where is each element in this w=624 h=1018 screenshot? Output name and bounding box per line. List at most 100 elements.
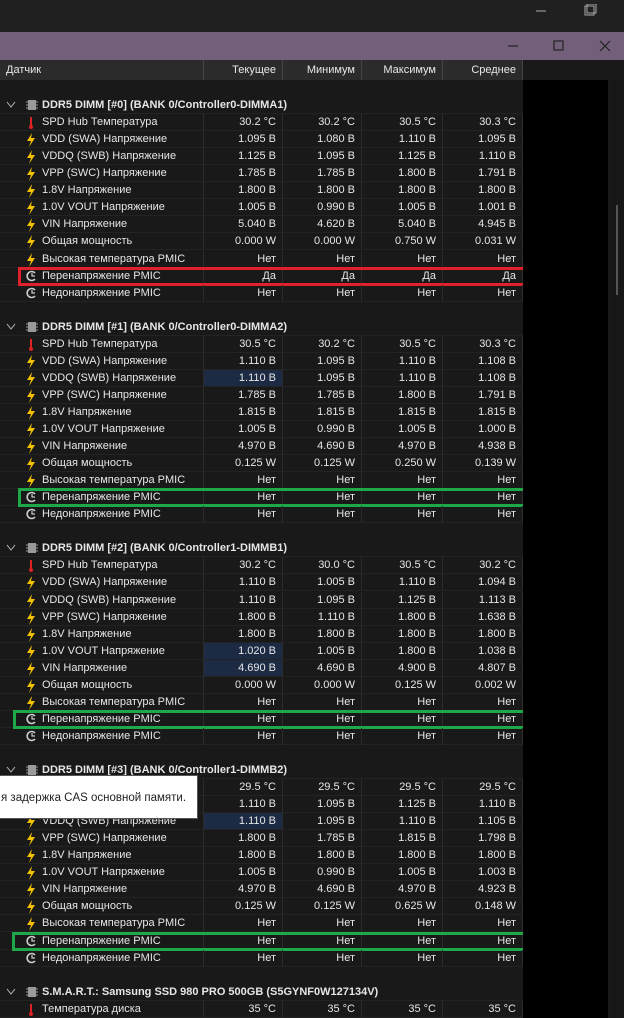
sensor-row[interactable] xyxy=(0,233,204,251)
column-header[interactable]: Среднее xyxy=(443,60,523,80)
sensor-value: 29.5 °C xyxy=(283,779,362,797)
sensor-row[interactable] xyxy=(0,284,204,302)
column-header[interactable]: Текущее xyxy=(204,60,283,80)
sensor-value: Нет xyxy=(443,506,523,524)
sensor-value: Нет xyxy=(362,727,443,745)
sensor-label: VPP (SWC) Напряжение xyxy=(42,167,167,180)
sensor-row[interactable] xyxy=(0,881,204,899)
sensor-row[interactable] xyxy=(0,1000,204,1018)
sensor-value: 1.125 В xyxy=(362,148,443,166)
sensor-value: Нет xyxy=(283,727,362,745)
sensor-value: Нет xyxy=(443,949,523,967)
sensor-row[interactable] xyxy=(0,608,204,626)
sensor-label: Температура диска xyxy=(42,1002,141,1015)
sensor-value: 1.110 В xyxy=(362,574,443,592)
sensor-row[interactable] xyxy=(0,813,204,831)
window-controls[interactable] xyxy=(500,39,620,53)
sensor-row[interactable] xyxy=(0,455,204,473)
sensor-row[interactable] xyxy=(0,625,204,643)
sensor-row[interactable] xyxy=(0,369,204,387)
sensor-row[interactable] xyxy=(0,727,204,745)
sensor-row[interactable] xyxy=(0,557,204,575)
sensor-value: 4.690 В xyxy=(283,881,362,899)
sensor-row[interactable] xyxy=(0,335,204,353)
sensor-value: Нет xyxy=(443,693,523,711)
sensor-row[interactable] xyxy=(0,591,204,609)
empty-area xyxy=(523,80,608,1018)
sensor-value: 1.080 В xyxy=(283,131,362,149)
sensor-value: 1.800 В xyxy=(362,386,443,404)
sensor-value: 35 °C xyxy=(443,1000,523,1018)
sensor-row[interactable] xyxy=(0,182,204,200)
sensor-value: 1.110 В xyxy=(204,813,283,831)
sensor-value: 0.000 W xyxy=(283,676,362,694)
sensor-row[interactable] xyxy=(0,864,204,882)
highlight-box xyxy=(18,488,553,508)
sensor-label: VIN Напряжение xyxy=(42,883,128,896)
sensor-row[interactable] xyxy=(0,386,204,404)
sensor-row[interactable] xyxy=(0,216,204,234)
group-row[interactable] xyxy=(0,97,523,115)
sensor-row[interactable] xyxy=(0,659,204,677)
sensor-row[interactable] xyxy=(0,114,204,132)
sensor-value: Нет xyxy=(443,250,523,268)
sensor-value: 1.800 В xyxy=(443,182,523,200)
sensor-row[interactable] xyxy=(0,199,204,217)
outer-controls[interactable] xyxy=(533,4,613,18)
sensor-value: 1.815 В xyxy=(362,830,443,848)
highlight-box xyxy=(18,266,551,286)
sensor-value: 1.005 В xyxy=(204,864,283,882)
group-row[interactable] xyxy=(0,319,523,336)
sensor-value: Нет xyxy=(362,949,443,967)
sensor-value: Нет xyxy=(283,472,362,490)
sensor-label: Общая мощность xyxy=(42,457,133,470)
sensor-label: VIN Напряжение xyxy=(42,218,128,231)
sensor-value: 0.000 W xyxy=(204,676,283,694)
sensor-value: Нет xyxy=(283,506,362,524)
sensor-value: 0.125 W xyxy=(204,455,283,473)
sensor-row[interactable] xyxy=(0,898,204,916)
sensor-value: Нет xyxy=(362,915,443,933)
sensor-row[interactable] xyxy=(0,574,204,592)
titlebar xyxy=(0,32,624,60)
sensor-label: VDD (SWA) Напряжение xyxy=(42,133,168,146)
sensor-row[interactable] xyxy=(0,403,204,421)
sensor-value: 1.095 В xyxy=(283,591,362,609)
sensor-value: 1.105 В xyxy=(443,813,523,831)
sensor-row[interactable] xyxy=(0,676,204,694)
sensor-row[interactable] xyxy=(0,506,204,524)
sensor-row[interactable] xyxy=(0,830,204,848)
sensor-row[interactable] xyxy=(0,421,204,438)
scrollbar[interactable] xyxy=(612,80,624,1018)
sensor-value: 1.800 В xyxy=(204,608,283,626)
sensor-row[interactable] xyxy=(0,131,204,149)
sensor-label: Общая мощность xyxy=(42,678,133,691)
sensor-value: 0.002 W xyxy=(443,676,523,694)
sensor-row[interactable] xyxy=(0,148,204,166)
sensor-value: 0.000 W xyxy=(204,233,283,251)
sensor-value: 1.800 В xyxy=(362,625,443,643)
sensor-value: 4.807 В xyxy=(443,659,523,677)
sensor-label: Общая мощность xyxy=(42,900,133,913)
group-row[interactable] xyxy=(0,540,523,558)
group-row[interactable] xyxy=(0,762,523,779)
scroll-thumb[interactable] xyxy=(616,205,618,295)
sensor-row[interactable] xyxy=(0,642,204,660)
sensor-row[interactable] xyxy=(0,352,204,370)
sensor-value: 1.005 В xyxy=(283,574,362,592)
group-row[interactable] xyxy=(0,984,523,1001)
sensor-label: Общая мощность xyxy=(42,235,133,248)
sensor-value: 4.970 В xyxy=(362,438,443,456)
sensor-row[interactable] xyxy=(0,438,204,456)
sensor-value: Нет xyxy=(443,727,523,745)
column-header[interactable]: Максимум xyxy=(362,60,443,80)
sensor-row[interactable] xyxy=(0,949,204,967)
sensor-label: 1.0V VOUT Напряжение xyxy=(42,201,165,214)
column-header[interactable]: Минимум xyxy=(283,60,362,80)
sensor-row[interactable] xyxy=(0,847,204,865)
column-header[interactable]: Датчик xyxy=(0,60,204,80)
sensor-row[interactable] xyxy=(0,165,204,183)
sensor-value: Нет xyxy=(362,693,443,711)
